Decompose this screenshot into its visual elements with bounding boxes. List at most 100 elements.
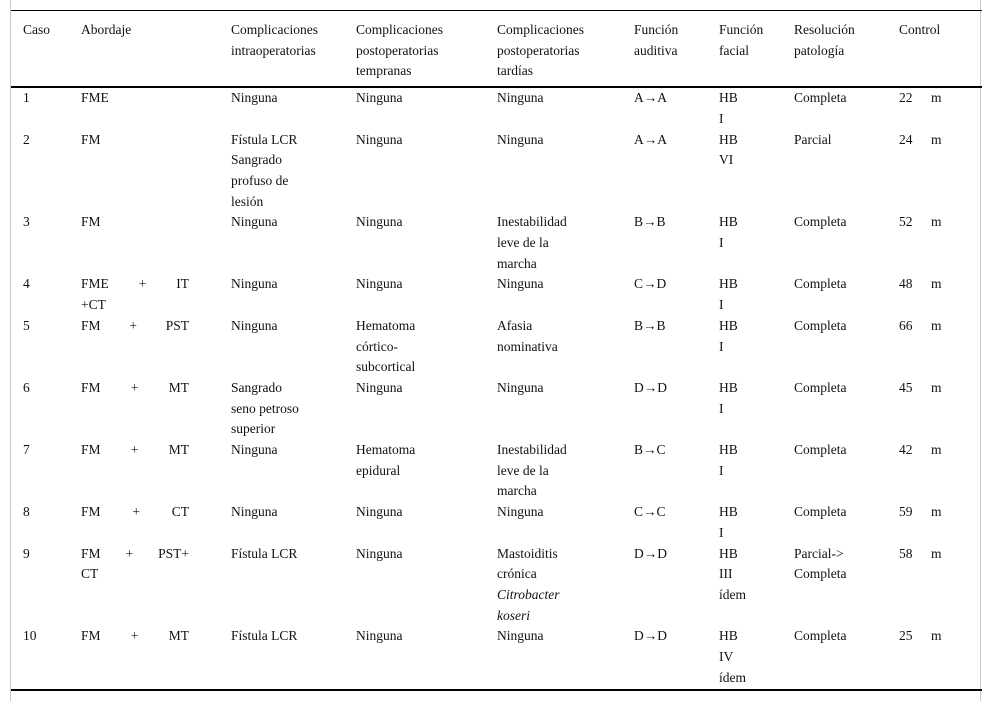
cell-control-unidad: m [931,274,982,315]
cell-funcion-facial: HB I [719,212,794,274]
table-row: 3 FM Ninguna Ninguna Inestab [11,212,982,274]
cell-funcion-auditiva: B→B [634,212,719,274]
control-meses-value: 45 [899,379,913,395]
cell-complicaciones-postoperatorias-tempranas: Hematoma córtico- subcortical [356,316,497,378]
caso-value: 2 [23,131,30,147]
abordaje-token-2: PST+ [158,545,189,561]
control-meses-value: 42 [899,442,913,458]
abordaje-token-1: FM [81,442,101,458]
control-meses-value: 66 [899,317,913,333]
cell-funcion-facial: HB I [719,378,794,440]
cell-complicaciones-postoperatorias-tardias: Ninguna [497,274,634,315]
resolucion-value: Completa [794,276,847,292]
resolucion-value: Parcial-> Completa [794,545,847,582]
caso-value: 10 [23,628,37,644]
cell-resolucion-patologia: Parcial-> Completa [794,544,899,627]
abordaje-tokens: FME [81,88,189,109]
header-caso-label: Caso [23,22,50,37]
comp-tard-value: Ninguna [497,276,544,292]
abordaje-line2: CT [81,566,99,582]
cell-resolucion-patologia: Completa [794,440,899,502]
cell-caso: 1 [11,87,81,129]
cell-complicaciones-postoperatorias-tempranas: Ninguna [356,502,497,543]
cell-abordaje: FM [81,212,231,274]
abordaje-token-plus: + [132,504,140,520]
cell-complicaciones-intraoperatorias: Ninguna [231,212,356,274]
cell-complicaciones-postoperatorias-tempranas: Ninguna [356,626,497,689]
cell-complicaciones-postoperatorias-tempranas: Hematoma epidural [356,440,497,502]
table-row: 10 FM + MT Fístula LCR Ninguna [11,626,982,689]
abordaje-token-2: PST [165,317,189,333]
caso-value: 6 [23,379,30,395]
table-row: 8 FM + CT Ninguna Ninguna Ning [11,502,982,543]
table-row: 2 FM Fístula LCR Sangrado profuso de les… [11,130,982,213]
cell-control-numero: 24 [899,130,931,213]
func-fac-value: HB I [719,317,738,354]
cell-abordaje: FME [81,87,231,129]
cell-complicaciones-postoperatorias-tempranas: Ninguna [356,212,497,274]
cell-control-unidad: m [931,544,982,627]
cell-caso: 8 [11,502,81,543]
cell-control-unidad: m [931,378,982,440]
func-fac-value: HB I [719,442,738,478]
comp-intra-value: Fístula LCR [231,628,298,644]
caso-value: 9 [23,545,30,561]
results-table: Caso Abordaje Complicaciones intraoperat… [11,10,983,691]
cell-resolucion-patologia: Completa [794,212,899,274]
func-aud-value: A→A [634,90,667,106]
cell-complicaciones-postoperatorias-tardias: Ninguna [497,130,634,213]
header-complicaciones-intraoperatorias: Complicaciones intraoperatorias [231,10,356,89]
table-row: 5 FM + PST Ninguna Hematoma córtico- sub… [11,316,982,378]
comp-temp-value: Ninguna [356,545,403,561]
func-aud-value: C→C [634,504,666,520]
abordaje-token-2: MT [168,628,189,644]
cell-complicaciones-postoperatorias-tardias: Ninguna [497,626,634,689]
cell-caso: 6 [11,378,81,440]
caso-value: 1 [23,90,30,106]
header-control: Control [899,10,983,89]
comp-intra-value: Ninguna [231,90,278,106]
control-unidad-value: m [931,276,942,292]
control-unidad-value: m [931,214,942,230]
control-meses-value: 52 [899,214,913,230]
comp-temp-value: Ninguna [356,628,403,644]
comp-temp-value: Ninguna [356,90,403,106]
resolucion-value: Completa [794,214,847,230]
cell-complicaciones-intraoperatorias: Ninguna [231,87,356,129]
control-meses-value: 48 [899,276,913,292]
cell-control-numero: 59 [899,502,931,543]
cell-control-numero: 66 [899,316,931,378]
table-row: 1 FME Ninguna Ninguna Ningun [11,87,982,129]
comp-intra-value: Fístula LCR Sangrado profuso de lesión [231,131,298,209]
control-unidad-value: m [931,545,942,561]
resolucion-value: Completa [794,442,847,458]
resolucion-value: Completa [794,317,847,333]
abordaje-token-plus: + [129,317,137,333]
cell-funcion-auditiva: A→A [634,130,719,213]
abordaje-token-2: MT [168,442,189,458]
cell-complicaciones-postoperatorias-tardias: Mastoiditis crónica Citrobacter koseri [497,544,634,627]
cell-resolucion-patologia: Completa [794,378,899,440]
control-unidad-value: m [931,504,942,520]
cell-complicaciones-postoperatorias-tardias: Afasia nominativa [497,316,634,378]
control-meses-value: 58 [899,545,913,561]
cell-resolucion-patologia: Completa [794,274,899,315]
abordaje-tokens: FM + PST+ [81,544,189,565]
header-complicaciones-postoperatorias-tardias: Complicaciones postoperatorias tardías [497,10,634,89]
comp-intra-value: Fístula LCR [231,545,298,561]
header-resolucion-patologia: Resolución patología [794,10,899,89]
header-abordaje-label: Abordaje [81,22,132,37]
comp-temp-value: Ninguna [356,214,403,230]
comp-intra-value: Ninguna [231,504,278,520]
table-body: 1 FME Ninguna Ninguna Ningun [11,87,982,689]
cell-resolucion-patologia: Completa [794,87,899,129]
cell-control-numero: 52 [899,212,931,274]
comp-tard-value: Ninguna [497,131,544,147]
control-unidad-value: m [931,317,942,333]
cell-funcion-auditiva: D→D [634,544,719,627]
func-aud-value: D→D [634,545,667,561]
cell-caso: 3 [11,212,81,274]
abordaje-token-plus: + [130,442,139,458]
cell-resolucion-patologia: Completa [794,502,899,543]
